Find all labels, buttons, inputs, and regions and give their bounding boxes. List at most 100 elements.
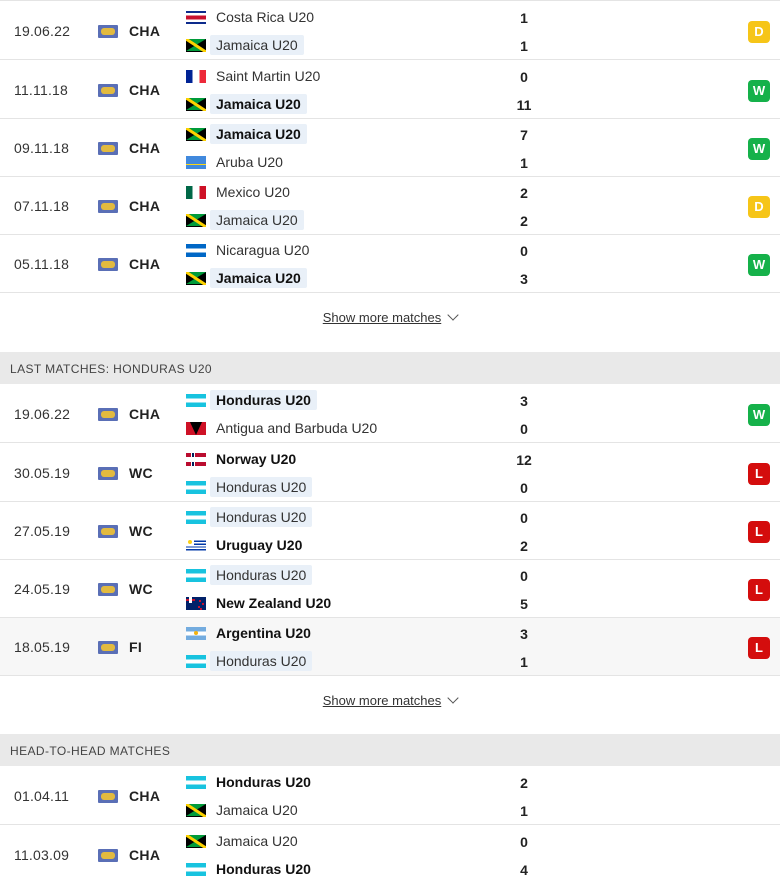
competition-icon xyxy=(98,142,118,155)
away-team: Jamaica U20 xyxy=(186,799,304,821)
show-more-button[interactable]: Show more matches xyxy=(0,692,780,708)
away-team: Jamaica U20 xyxy=(186,209,304,231)
competition-label: CHA xyxy=(129,847,161,863)
match-row[interactable]: 18.05.19 FI Argentina U20 Honduras U20 3… xyxy=(0,618,780,676)
team-name: Mexico U20 xyxy=(216,184,290,200)
match-row[interactable]: 07.11.18 CHA Mexico U20 Jamaica U20 2 2 … xyxy=(0,177,780,235)
away-score: 1 xyxy=(520,155,528,171)
competition-icon xyxy=(98,200,118,213)
match-row[interactable]: 11.03.09 CHA Jamaica U20 Honduras U20 0 … xyxy=(0,826,780,878)
away-score: 11 xyxy=(516,97,532,113)
away-team: Honduras U20 xyxy=(186,476,313,498)
away-team: Aruba U20 xyxy=(186,151,289,173)
away-team: Jamaica U20 xyxy=(186,93,307,115)
match-row[interactable]: 27.05.19 WC Honduras U20 Uruguay U20 0 2… xyxy=(0,502,780,560)
match-row[interactable]: 19.06.22 CHA Honduras U20 Antigua and Ba… xyxy=(0,385,780,443)
home-score: 1 xyxy=(520,10,528,26)
match-date: 11.11.18 xyxy=(14,82,69,98)
nicaragua-flag-icon xyxy=(186,243,206,257)
jamaica-flag-icon xyxy=(186,271,206,285)
competition-label: WC xyxy=(129,581,153,597)
team-name: Jamaica U20 xyxy=(210,210,304,230)
home-score: 0 xyxy=(520,510,528,526)
result-badge: L xyxy=(748,637,770,659)
away-team: Antigua and Barbuda U20 xyxy=(186,417,383,439)
competition-icon xyxy=(98,408,118,421)
team-name: Norway U20 xyxy=(216,451,297,467)
new-zealand-flag-icon xyxy=(186,596,206,610)
competition-icon xyxy=(98,583,118,596)
match-date: 11.03.09 xyxy=(14,847,70,863)
away-score: 1 xyxy=(520,38,528,54)
match-row[interactable]: 09.11.18 CHA Jamaica U20 Aruba U20 7 1 W xyxy=(0,119,780,177)
match-date: 05.11.18 xyxy=(14,256,70,272)
result-badge: W xyxy=(748,254,770,276)
away-score: 4 xyxy=(520,862,528,878)
section-title: HEAD-TO-HEAD MATCHES xyxy=(10,744,171,758)
away-score: 1 xyxy=(520,654,528,670)
match-date: 07.11.18 xyxy=(14,198,70,214)
match-date: 19.06.22 xyxy=(14,23,71,39)
jamaica-flag-icon xyxy=(186,803,206,817)
home-score: 0 xyxy=(520,834,528,850)
jamaica-flag-icon xyxy=(186,97,206,111)
show-more-label: Show more matches xyxy=(322,693,442,708)
jamaica-flag-icon xyxy=(186,127,206,141)
competition-icon xyxy=(98,25,118,38)
aruba-flag-icon xyxy=(186,155,206,169)
team-name: Jamaica U20 xyxy=(216,802,298,818)
honduras-flag-icon xyxy=(186,393,206,407)
away-score: 5 xyxy=(520,596,528,612)
competition-label: CHA xyxy=(129,23,161,39)
honduras-flag-icon xyxy=(186,480,206,494)
honduras-flag-icon xyxy=(186,654,206,668)
competition-label: CHA xyxy=(129,198,161,214)
team-name: Argentina U20 xyxy=(216,625,311,641)
result-badge: W xyxy=(748,404,770,426)
match-row[interactable]: 30.05.19 WC Norway U20 Honduras U20 12 0… xyxy=(0,444,780,502)
competition-label: FI xyxy=(129,639,143,655)
competition-icon xyxy=(98,790,118,803)
home-team: Argentina U20 xyxy=(186,622,317,644)
competition-label: CHA xyxy=(129,256,161,272)
show-more-label: Show more matches xyxy=(322,310,442,325)
home-score: 3 xyxy=(520,393,528,409)
competition-label: CHA xyxy=(129,406,161,422)
competition-label: CHA xyxy=(129,82,161,98)
home-score: 7 xyxy=(520,127,528,143)
away-team: New Zealand U20 xyxy=(186,592,337,614)
team-name: Jamaica U20 xyxy=(210,94,307,114)
result-badge: L xyxy=(748,579,770,601)
home-score: 0 xyxy=(520,69,528,85)
home-team: Jamaica U20 xyxy=(186,830,304,852)
away-score: 2 xyxy=(520,538,528,554)
result-badge: L xyxy=(748,463,770,485)
home-team: Honduras U20 xyxy=(186,506,313,528)
match-date: 30.05.19 xyxy=(14,465,71,481)
home-team: Nicaragua U20 xyxy=(186,239,315,261)
home-team: Honduras U20 xyxy=(186,389,317,411)
norway-flag-icon xyxy=(186,452,206,466)
jamaica-flag-icon xyxy=(186,834,206,848)
show-more-button[interactable]: Show more matches xyxy=(0,309,780,325)
match-row[interactable]: 11.11.18 CHA Saint Martin U20 Jamaica U2… xyxy=(0,61,780,119)
honduras-flag-icon xyxy=(186,862,206,876)
team-name: Honduras U20 xyxy=(216,774,311,790)
team-name: Honduras U20 xyxy=(210,390,317,410)
competition-icon xyxy=(98,525,118,538)
team-name: Nicaragua U20 xyxy=(216,242,310,258)
match-row[interactable]: 05.11.18 CHA Nicaragua U20 Jamaica U20 0… xyxy=(0,235,780,293)
match-row[interactable]: 19.06.22 CHA Costa Rica U20 Jamaica U20 … xyxy=(0,2,780,60)
match-row[interactable]: 24.05.19 WC Honduras U20 New Zealand U20… xyxy=(0,560,780,618)
away-team: Honduras U20 xyxy=(186,650,313,672)
away-score: 2 xyxy=(520,213,528,229)
team-name: Costa Rica U20 xyxy=(216,9,315,25)
away-team: Jamaica U20 xyxy=(186,34,304,56)
result-badge: D xyxy=(748,196,770,218)
home-team: Jamaica U20 xyxy=(186,123,307,145)
match-row[interactable]: 01.04.11 CHA Honduras U20 Jamaica U20 2 … xyxy=(0,767,780,825)
team-name: Honduras U20 xyxy=(210,651,313,671)
chevron-down-icon xyxy=(447,309,459,321)
competition-label: WC xyxy=(129,523,153,539)
competition-icon xyxy=(98,467,118,480)
